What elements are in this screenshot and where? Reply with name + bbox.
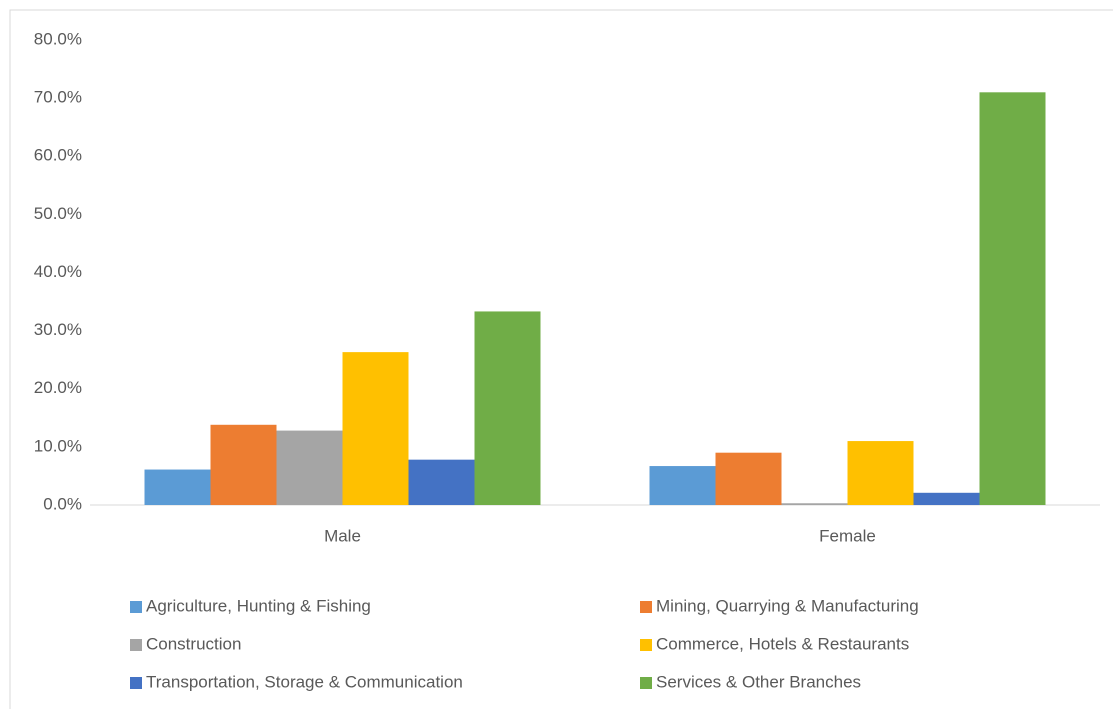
bar — [847, 441, 914, 505]
bar — [144, 469, 211, 505]
legend-swatch — [640, 677, 652, 689]
bar — [210, 424, 277, 505]
bar — [276, 430, 343, 505]
y-tick-label: 50.0% — [34, 204, 82, 223]
y-tick-label: 10.0% — [34, 436, 82, 455]
bar — [781, 503, 848, 505]
legend-label: Transportation, Storage & Communication — [146, 672, 463, 691]
bar — [715, 452, 782, 505]
bar — [474, 311, 541, 505]
legend-label: Services & Other Branches — [656, 672, 861, 691]
legend-label: Agriculture, Hunting & Fishing — [146, 596, 371, 615]
y-tick-label: 20.0% — [34, 378, 82, 397]
legend-label: Mining, Quarrying & Manufacturing — [656, 596, 919, 615]
bar — [649, 466, 716, 505]
chart-border — [9, 9, 1113, 709]
legend-swatch — [130, 601, 142, 613]
bar — [913, 492, 980, 505]
legend-label: Construction — [146, 634, 241, 653]
y-tick-label: 30.0% — [34, 320, 82, 339]
bar — [342, 352, 409, 505]
legend-swatch — [130, 639, 142, 651]
x-tick-label: Male — [324, 526, 361, 545]
y-tick-label: 80.0% — [34, 29, 82, 48]
bar — [408, 459, 475, 505]
legend-swatch — [640, 601, 652, 613]
y-tick-label: 70.0% — [34, 88, 82, 107]
legend-swatch — [130, 677, 142, 689]
x-tick-label: Female — [819, 526, 876, 545]
legend-swatch — [640, 639, 652, 651]
y-tick-label: 60.0% — [34, 146, 82, 165]
bar — [979, 92, 1046, 505]
y-tick-label: 40.0% — [34, 262, 82, 281]
y-tick-label: 0.0% — [43, 494, 82, 513]
legend-label: Commerce, Hotels & Restaurants — [656, 634, 909, 653]
